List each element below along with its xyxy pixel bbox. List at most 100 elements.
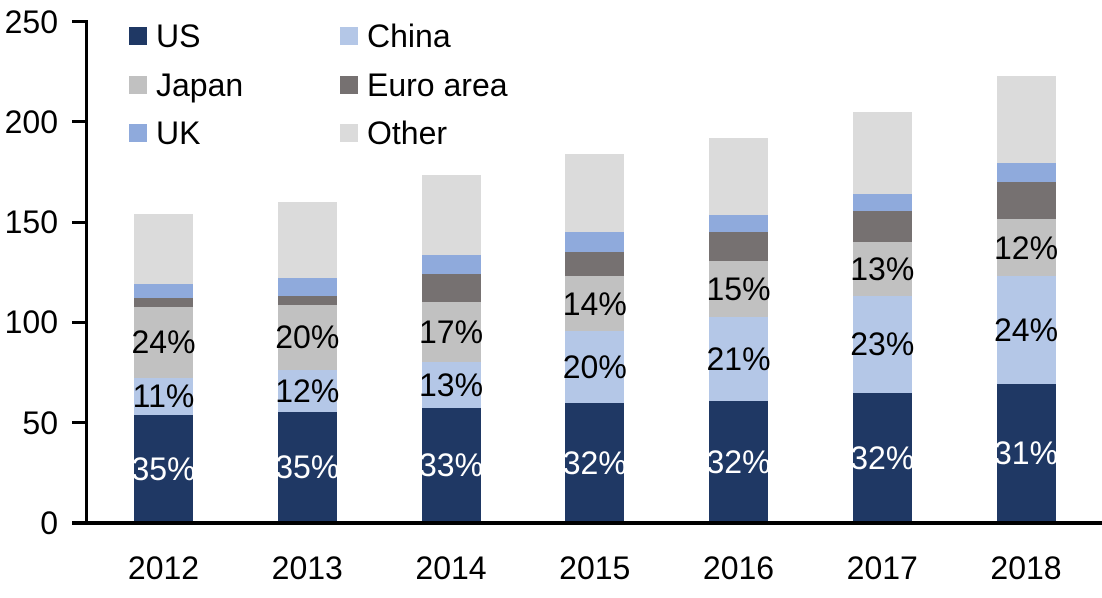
segment-label-china-2014: 13% [418, 366, 484, 403]
bar-segment-us-2014 [421, 407, 481, 523]
legend-label-japan: Japan [156, 66, 244, 103]
segment-label-china-2013: 12% [275, 372, 340, 409]
segment-label-china-2018: 24% [993, 311, 1059, 348]
segment-label-us-2015: 32% [562, 444, 627, 481]
bar-segment-japan-2013 [277, 305, 337, 370]
legend-item-euro-area: Euro area [340, 67, 508, 103]
bar-segment-us-2016 [709, 400, 768, 523]
y-axis-tick-label: 0 [40, 505, 58, 541]
y-axis-tick-label: 100 [4, 304, 58, 341]
bar-segment-uk-2014 [421, 255, 481, 275]
bar-segment-china-2016 [709, 317, 768, 401]
segment-label-japan-2018: 12% [993, 229, 1059, 266]
segment-label-japan-2015: 14% [562, 285, 627, 322]
x-axis-label-2012: 2012 [127, 550, 200, 586]
legend-swatch-euro-area [340, 75, 358, 94]
bar-segment-euro-area-2017 [852, 211, 912, 243]
bar-segment-other-2012 [134, 214, 193, 285]
legend-swatch-china [340, 27, 358, 46]
bar-segment-japan-2014 [421, 302, 481, 362]
bar-segment-uk-2017 [852, 194, 912, 212]
bar-segment-us-2017 [852, 392, 912, 523]
y-axis-tick [72, 320, 87, 324]
bar-segment-china-2013 [277, 369, 337, 412]
legend-swatch-other [340, 124, 358, 143]
y-axis-tick-label: 200 [4, 103, 58, 140]
segment-label-japan-2014: 17% [418, 313, 484, 350]
y-axis-tick [72, 220, 87, 224]
bar-segment-uk-2018 [996, 162, 1056, 182]
y-axis-line [84, 20, 88, 524]
legend: US China Japan Euro area UK Other [129, 12, 508, 158]
bar-segment-uk-2015 [565, 232, 625, 253]
legend-item-japan: Japan [129, 67, 340, 103]
x-axis-line [72, 521, 1102, 525]
segment-label-us-2018: 31% [993, 435, 1059, 472]
segment-label-us-2012: 35% [131, 450, 196, 487]
legend-swatch-uk [129, 124, 147, 143]
bar-segment-us-2015 [565, 402, 625, 523]
bar-segment-japan-2016 [709, 261, 768, 318]
bar-segment-us-2013 [277, 411, 337, 523]
y-axis-tick [72, 421, 87, 425]
x-axis-label-2015: 2015 [559, 550, 631, 586]
legend-item-other: Other [340, 115, 508, 151]
segment-label-japan-2013: 20% [275, 319, 340, 356]
segment-label-us-2017: 32% [850, 439, 915, 476]
segment-label-japan-2012: 24% [131, 324, 196, 361]
y-axis-tick-label: 250 [4, 3, 58, 40]
bar-segment-euro-area-2014 [421, 274, 481, 303]
bar-segment-other-2014 [421, 174, 481, 256]
bar-segment-euro-area-2015 [565, 252, 625, 277]
legend-label-china: China [367, 18, 451, 55]
bar-segment-japan-2017 [852, 242, 912, 297]
legend-item-uk: UK [129, 115, 340, 151]
bar-segment-uk-2012 [134, 284, 193, 299]
bar-segment-us-2018 [996, 383, 1056, 523]
x-axis-label-2018: 2018 [990, 550, 1062, 586]
x-axis-label-2014: 2014 [415, 550, 487, 586]
bar-segment-uk-2013 [277, 278, 337, 297]
y-axis-tick [72, 20, 87, 23]
bar-segment-other-2013 [277, 202, 337, 279]
segment-label-us-2013: 35% [275, 449, 340, 486]
legend-label-uk: UK [156, 115, 201, 152]
y-axis-tick-label: 150 [4, 204, 58, 241]
x-axis-label-2016: 2016 [702, 550, 775, 586]
bar-segment-euro-area-2012 [134, 298, 193, 308]
bar-segment-china-2017 [852, 296, 912, 393]
segment-label-japan-2016: 15% [706, 271, 771, 308]
segment-label-us-2014: 33% [418, 447, 484, 484]
bar-segment-uk-2016 [709, 215, 768, 233]
bar-segment-us-2012 [134, 414, 193, 523]
segment-label-china-2016: 21% [706, 341, 771, 377]
legend-label-us: US [156, 18, 201, 55]
bar-segment-euro-area-2018 [996, 181, 1056, 220]
bar-segment-other-2018 [996, 75, 1056, 163]
bar-segment-china-2014 [421, 361, 481, 408]
segment-label-us-2016: 32% [706, 443, 771, 480]
bar-segment-other-2017 [852, 111, 912, 194]
segment-label-japan-2017: 13% [850, 251, 915, 288]
x-axis-label-2017: 2017 [846, 550, 918, 586]
bar-segment-other-2015 [565, 153, 625, 233]
segment-label-china-2017: 23% [850, 326, 915, 363]
bar-segment-japan-2018 [996, 219, 1056, 277]
bar-segment-china-2012 [134, 377, 193, 415]
bar-segment-japan-2012 [134, 307, 193, 378]
bar-segment-euro-area-2013 [277, 296, 337, 306]
x-axis-label-2013: 2013 [271, 550, 343, 586]
bar-segment-china-2015 [565, 331, 625, 403]
legend-swatch-us [129, 27, 147, 46]
segment-label-china-2012: 11% [132, 378, 195, 415]
bar-segment-other-2016 [709, 137, 768, 216]
y-axis-tick [72, 120, 87, 124]
y-axis-tick-label: 50 [22, 404, 58, 441]
legend-item-china: China [340, 18, 508, 54]
segment-label-china-2015: 20% [562, 349, 627, 386]
legend-label-other: Other [367, 115, 448, 152]
bar-segment-euro-area-2016 [709, 232, 768, 262]
legend-item-us: US [129, 18, 340, 54]
legend-swatch-japan [129, 75, 147, 94]
